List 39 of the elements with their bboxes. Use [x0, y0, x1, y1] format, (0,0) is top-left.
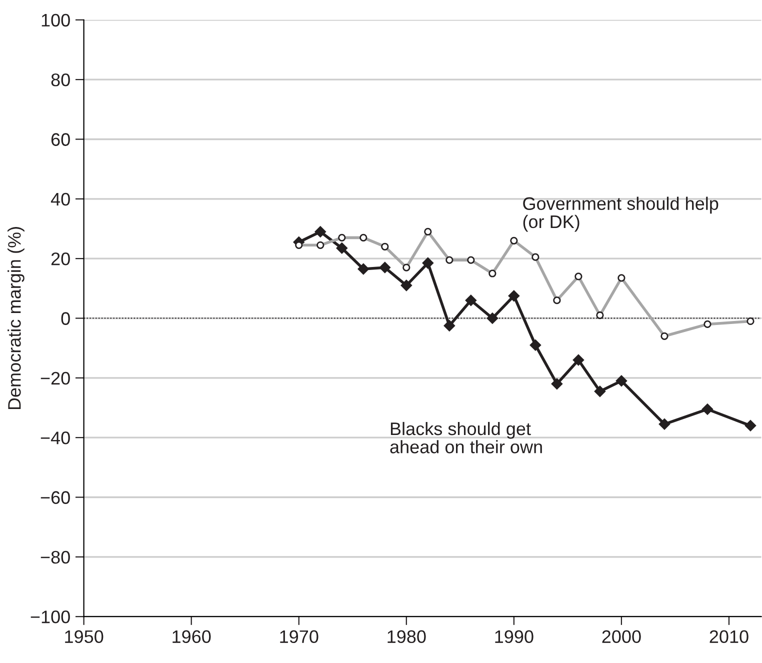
y-tick-label: 20 — [51, 252, 70, 266]
y-axis-title: Democratic margin (%) — [8, 227, 24, 410]
text: Blacks should get ahead on their own — [390, 422, 542, 454]
point — [594, 386, 606, 397]
point — [358, 263, 369, 275]
point — [336, 242, 348, 254]
y-tick-label: 80 — [51, 73, 70, 86]
x-tick-label: 1980 — [388, 630, 426, 644]
series-label: Government should help (or DK) — [523, 196, 718, 232]
y-tick-label: −20 — [40, 372, 70, 385]
x-tick-label: 1970 — [280, 630, 318, 644]
point — [551, 378, 563, 390]
y-tick-label: −80 — [40, 550, 70, 564]
point — [744, 420, 756, 432]
point — [422, 257, 434, 269]
point — [616, 375, 628, 386]
point — [658, 418, 670, 430]
point — [530, 339, 542, 351]
y-tick-label: 0 — [61, 312, 70, 325]
y-tick-label: 100 — [42, 14, 70, 27]
y-tick-label: −100 — [30, 610, 70, 624]
point — [572, 354, 584, 366]
point — [702, 404, 714, 415]
point — [379, 262, 390, 274]
y-tick-label: 40 — [50, 192, 70, 206]
point — [400, 280, 412, 292]
x-tick-label: 2000 — [602, 630, 641, 644]
y-tick-label: −40 — [40, 432, 70, 444]
point — [465, 294, 477, 306]
x-tick-label: 1960 — [172, 630, 211, 644]
point — [508, 290, 520, 302]
point — [486, 312, 498, 324]
point — [314, 226, 326, 238]
x-tick-label: 2010 — [710, 630, 748, 644]
y-tick-label: 60 — [51, 133, 70, 146]
point — [444, 320, 456, 332]
x-tick-label: 1990 — [495, 630, 534, 644]
x-tick-label: 1950 — [65, 630, 104, 644]
y-tick-label: −60 — [40, 491, 70, 504]
